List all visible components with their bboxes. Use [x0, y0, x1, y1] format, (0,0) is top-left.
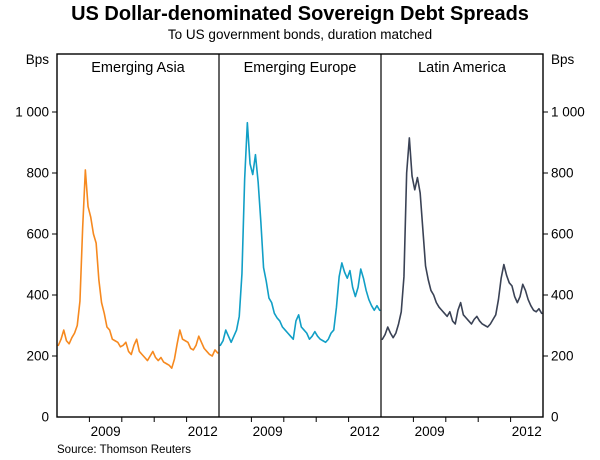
- x-tick-label: 2012: [350, 424, 380, 439]
- y-tick-label-left: 1 000: [15, 105, 49, 120]
- y-tick-label-left: 400: [26, 288, 49, 303]
- x-tick-label: 2009: [91, 424, 121, 439]
- source-note: Source: Thomson Reuters: [57, 444, 192, 456]
- series-line-emerging-europe: [219, 121, 381, 347]
- x-tick-label: 2012: [188, 424, 218, 439]
- chart-title: US Dollar-denominated Sovereign Debt Spr…: [71, 3, 529, 25]
- y-tick-label-left: 200: [26, 349, 49, 364]
- panel-title: Latin America: [418, 60, 507, 76]
- series-line-latin-america: [381, 137, 543, 341]
- chart-canvas: Bps Bps 0 0 200 200 400 400 600 600 800 800 1 000 1 0…: [15, 52, 585, 439]
- y-tick-label-left: 800: [26, 166, 49, 181]
- chart-subtitle: To US government bonds, duration matched: [167, 27, 433, 42]
- series-line-emerging-asia: [57, 169, 219, 370]
- y-tick-label-right: 0: [551, 410, 559, 425]
- x-tick-label: 2009: [415, 424, 445, 439]
- panel-title: Emerging Asia: [91, 60, 185, 76]
- y-tick-label-right: 400: [551, 288, 574, 303]
- chart-area: Bps Bps 0 0 200 200 400 400 600 600 800 800 1 000 1 0…: [0, 44, 600, 446]
- unit-label-right: Bps: [551, 52, 575, 67]
- y-tick-label-right: 200: [551, 349, 574, 364]
- x-tick-label: 2012: [512, 424, 542, 439]
- y-tick-label-left: 0: [41, 410, 49, 425]
- unit-label-left: Bps: [26, 52, 50, 67]
- y-tick-label-right: 800: [551, 166, 574, 181]
- panel-title: Emerging Europe: [244, 60, 357, 76]
- y-tick-label-left: 600: [26, 227, 49, 242]
- y-tick-label-right: 1 000: [551, 105, 585, 120]
- x-tick-label: 2009: [253, 424, 283, 439]
- y-tick-label-right: 600: [551, 227, 574, 242]
- chart-frame: [56, 53, 544, 418]
